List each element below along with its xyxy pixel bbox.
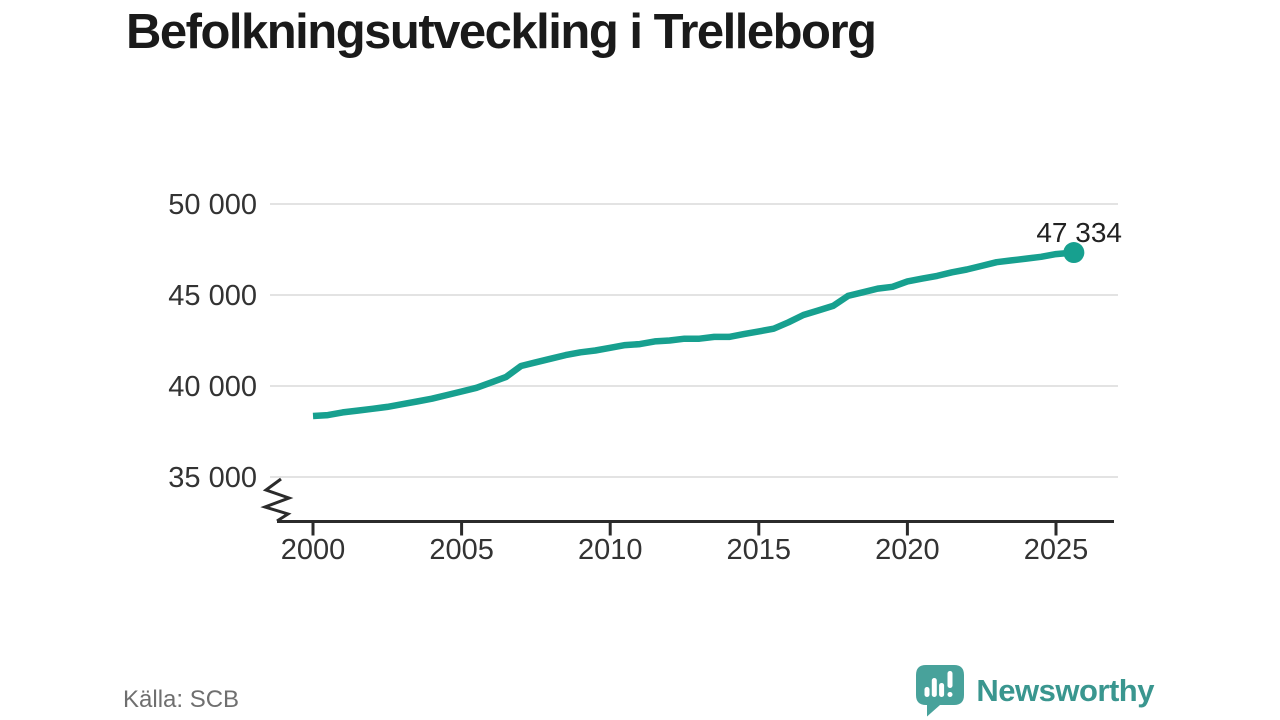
- x-tick-label: 2020: [875, 534, 940, 566]
- exclamation-bar: [947, 671, 953, 688]
- x-tick-label: 2005: [429, 534, 494, 566]
- bar-tall: [932, 678, 938, 697]
- y-axis-break-icon: [260, 477, 294, 523]
- x-tick-label: 2000: [281, 534, 346, 566]
- brand-logo: Newsworthy: [915, 664, 1154, 717]
- y-tick-label: 45 000: [168, 280, 257, 312]
- newsworthy-bar-chart-icon: [916, 665, 965, 717]
- brand-name: Newsworthy: [976, 672, 1154, 708]
- bar-medium: [939, 683, 945, 697]
- y-tick-label: 35 000: [168, 462, 257, 494]
- x-tick-label: 2025: [1024, 534, 1089, 566]
- exclamation-dot: [947, 692, 953, 697]
- x-tick-label: 2015: [727, 534, 792, 566]
- source-note: Källa: SCB: [123, 686, 240, 713]
- y-tick-label: 40 000: [168, 371, 257, 403]
- endpoint-marker: [1063, 242, 1085, 264]
- y-tick-label: 50 000: [168, 189, 257, 221]
- bar-small: [924, 687, 930, 697]
- chart-title: Befolkningsutveckling i Trelleborg: [126, 5, 877, 59]
- population-line: [312, 249, 1075, 420]
- endpoint-value-label: 47 334: [1036, 217, 1122, 248]
- x-tick-label: 2010: [578, 534, 643, 566]
